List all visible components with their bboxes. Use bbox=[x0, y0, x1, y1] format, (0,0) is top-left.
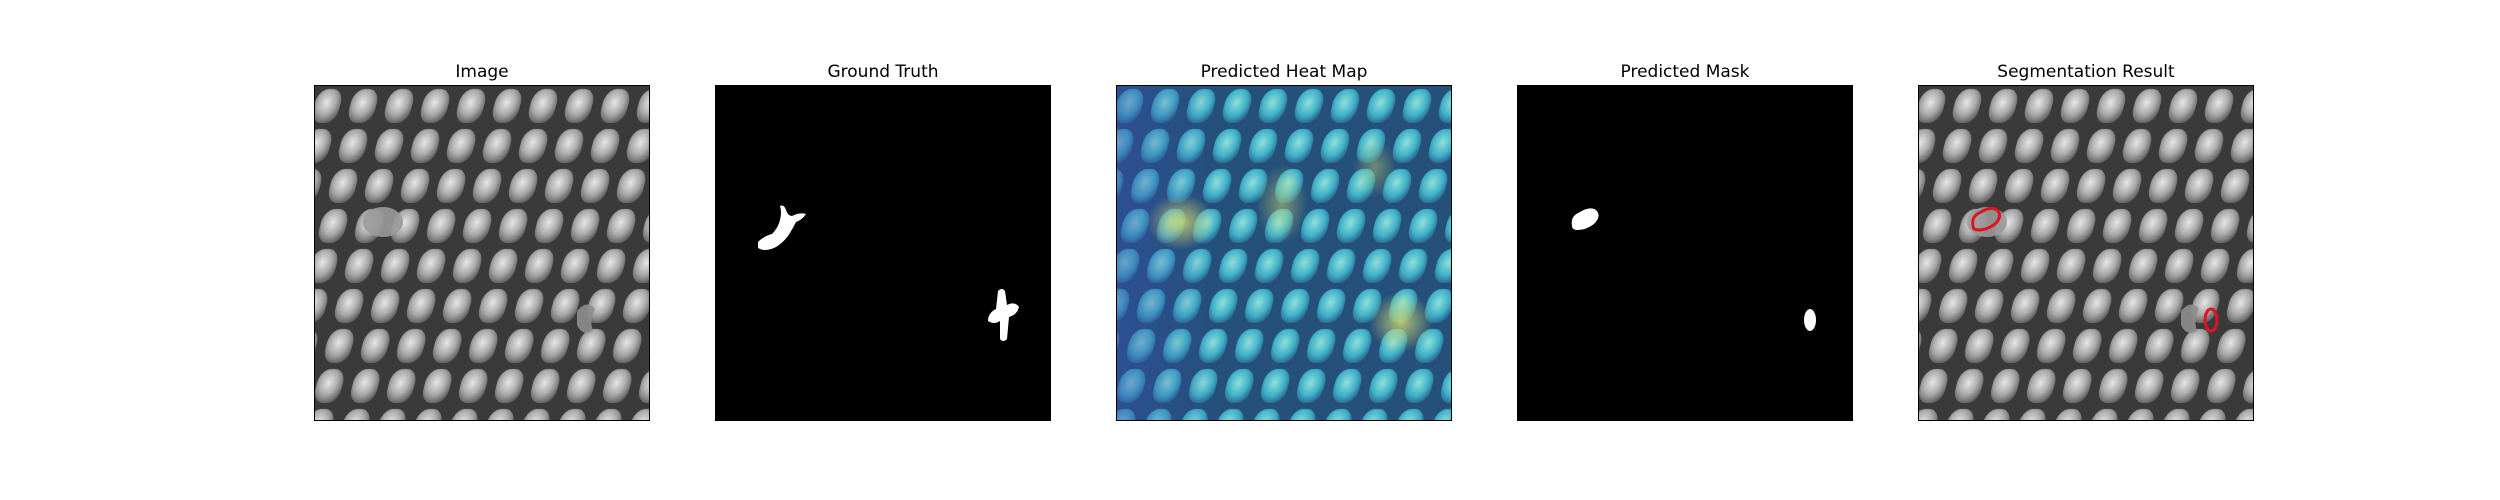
ground-truth-region-2 bbox=[988, 289, 1019, 341]
panel-image: Image bbox=[314, 60, 650, 421]
heat-hotspot-4 bbox=[1369, 292, 1433, 352]
panel-heat-map: Predicted Heat Map bbox=[1116, 60, 1452, 421]
defect-2-overlay bbox=[2181, 304, 2199, 333]
predicted-mask-image bbox=[1518, 86, 1852, 420]
panel-title-ground-truth: Ground Truth bbox=[827, 62, 939, 82]
ground-truth-mask bbox=[716, 86, 1050, 420]
heat-map-image bbox=[1117, 86, 1451, 420]
ground-truth-region-1 bbox=[758, 205, 806, 250]
predicted-region-2 bbox=[1804, 309, 1816, 331]
panel-title-predicted-mask: Predicted Mask bbox=[1620, 62, 1750, 82]
heat-hotspot-3 bbox=[1353, 138, 1397, 198]
panel-title-segmentation-result: Segmentation Result bbox=[1997, 62, 2175, 82]
heat-map-frame bbox=[1116, 85, 1452, 421]
contour-region-1 bbox=[1971, 206, 2002, 232]
predicted-mask-frame bbox=[1517, 85, 1853, 421]
defect-1 bbox=[363, 207, 403, 237]
ground-truth-frame bbox=[715, 85, 1051, 421]
predicted-region-1 bbox=[1571, 208, 1599, 230]
image-frame bbox=[314, 85, 650, 421]
heat-hotspot-1 bbox=[1147, 194, 1215, 250]
panel-title-image: Image bbox=[455, 62, 509, 82]
panel-predicted-mask: Predicted Mask bbox=[1517, 60, 1853, 421]
contour-region-2 bbox=[2203, 307, 2219, 333]
panel-ground-truth: Ground Truth bbox=[715, 60, 1051, 421]
defect-2 bbox=[577, 304, 595, 333]
segmentation-result-image bbox=[1919, 86, 2253, 420]
heat-hotspot-2 bbox=[1256, 164, 1308, 244]
panel-segmentation-result: Segmentation Result bbox=[1918, 60, 2254, 421]
segmentation-result-frame bbox=[1918, 85, 2254, 421]
texture-image bbox=[315, 86, 649, 420]
panel-title-heat-map: Predicted Heat Map bbox=[1200, 62, 1368, 82]
